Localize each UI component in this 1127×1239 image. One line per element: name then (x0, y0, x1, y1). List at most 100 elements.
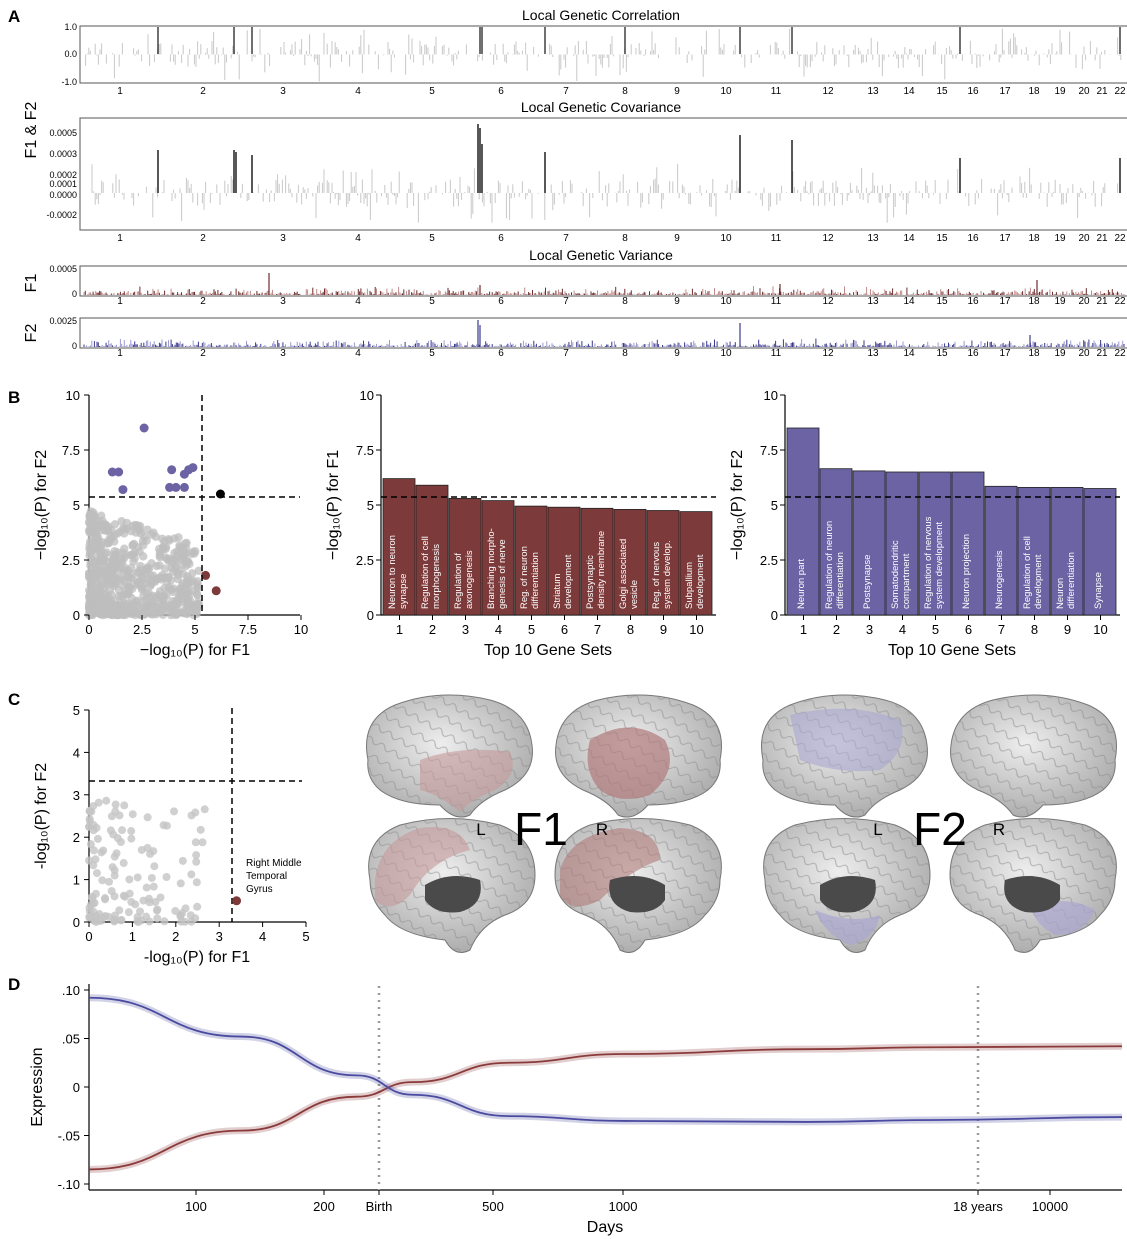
b-bar1-bar-label: Golgi associated (618, 539, 629, 609)
b-scatter-grey-point (108, 555, 117, 565)
chromosome-label-11: 11 (771, 296, 782, 307)
b-bar1-xtick: 8 (627, 622, 634, 637)
chromosome-label-12: 12 (822, 233, 834, 244)
b-bar1-xtick: 4 (495, 622, 502, 637)
b-bar2-bar-label: Postsynapse (862, 555, 873, 609)
correlation-bars (85, 27, 1122, 82)
chromosome-label-14: 14 (903, 348, 915, 359)
b-scatter-grey-point (182, 538, 191, 548)
correlation-title: Local Genetic Correlation (522, 7, 680, 23)
chromosome-labels-f1: 1 2 3 4 5 6 7 8 9 10 11 12 13 14 15 16 17 18 19 20 21 22 (117, 296, 1126, 307)
d-xtick: 18 years (953, 1199, 1003, 1214)
b-bar2-bar-label: Somatodendritic (890, 540, 901, 609)
chromosome-label-3: 3 (280, 86, 286, 97)
c-scatter-grey-point (119, 859, 128, 868)
chromosome-label-11: 11 (771, 348, 782, 359)
chromosome-label-11: 11 (771, 86, 782, 97)
chromosome-label-4: 4 (355, 296, 361, 307)
chromosome-label-5: 5 (429, 296, 435, 307)
chromosome-label-9: 9 (674, 86, 680, 97)
b-scatter-f2-point (188, 463, 198, 473)
b-scatter-grey-point (154, 544, 164, 554)
b-scatter-grey-point (115, 527, 125, 537)
panel-label-d: D (8, 975, 20, 994)
chromosome-label-9: 9 (674, 296, 680, 307)
chromosome-label-16: 16 (967, 86, 979, 97)
c-scatter-grey-point (85, 903, 94, 912)
b-bar2-bar-label: Synapse (1093, 572, 1104, 609)
d-ylabel: Expression (29, 1047, 46, 1126)
b-bar2-bar (852, 470, 886, 616)
chromosome-label-22: 22 (1114, 233, 1126, 244)
b-scatter-grey-point (128, 550, 137, 559)
b-bar2-xtick: 8 (1031, 622, 1038, 637)
corr-tick-1: 1.0 (64, 22, 77, 32)
b-bar1-bar-label: development (695, 554, 706, 609)
ylabel-f2: F2 (23, 324, 40, 343)
c-scatter-grey-point (192, 851, 201, 860)
chromosome-label-12: 12 (822, 86, 834, 97)
b-scatter-grey-point (173, 574, 182, 584)
b-bar1-xtick: 1 (396, 622, 403, 637)
b-scatter-f2-point (167, 465, 177, 475)
chromosome-label-6: 6 (498, 296, 504, 307)
b-scatter-f2-point (107, 467, 117, 477)
b-scatter-grey-point (104, 522, 113, 531)
b-scatter-grey-point (97, 577, 107, 587)
b-scatter-ylabel: −log₁₀(P) for F2 (33, 450, 50, 560)
chromosome-label-7: 7 (563, 233, 569, 244)
b-scatter-grey-point (193, 582, 202, 592)
b-scatter-grey-point (143, 525, 152, 534)
b-scatter-xtick: 0 (85, 622, 92, 637)
brain-f1-right-medial (554, 818, 722, 953)
chromosome-label-19: 19 (1054, 86, 1066, 97)
chromosome-label-21: 21 (1096, 296, 1108, 307)
c-scatter-grey-point (85, 816, 94, 825)
chromosome-label-15: 15 (936, 86, 948, 97)
b-bar1-ytick: 7.5 (356, 443, 374, 458)
b-scatter-f2-point (179, 469, 189, 479)
c-scatter-grey-point (176, 879, 185, 888)
b-scatter-grey-point (142, 565, 152, 574)
b-scatter-ytick: 0 (73, 608, 80, 623)
panel-label-a: A (8, 7, 20, 26)
b-scatter-f2-point (139, 423, 149, 433)
b-bar2-xtick: 3 (866, 622, 873, 637)
chromosome-label-1: 1 (117, 296, 123, 307)
b-scatter-grey-point (158, 534, 167, 543)
c-scatter-grey-point (147, 873, 156, 882)
d-series-ribbon-1 (88, 994, 1123, 1126)
b-scatter-grey-point (129, 539, 139, 549)
d-xtick: 200 (313, 1199, 335, 1214)
c-scatter-grey-point (124, 908, 133, 917)
b-scatter-f2-point (118, 485, 128, 495)
b-scatter-grey-point (123, 588, 133, 597)
b-bar2-xtick: 7 (998, 622, 1005, 637)
varf2-tick-top: 0.0025 (49, 316, 77, 326)
b-scatter-grey-point (148, 610, 157, 619)
b-scatter-grey-point (112, 603, 121, 612)
chromosome-label-7: 7 (563, 296, 569, 307)
b-bar2-bar-label: Neuron part (796, 558, 807, 609)
d-xtick: 10000 (1032, 1199, 1068, 1214)
chromosome-label-15: 15 (936, 296, 948, 307)
b-bar2-bar-label: compartment (901, 553, 912, 609)
b-scatter-grey-point (103, 568, 113, 577)
b-bar1-bar (481, 500, 515, 616)
chromosome-labels-f2: 1 2 3 4 5 6 7 8 9 10 11 12 13 14 15 16 17 18 19 20 21 22 (117, 348, 1126, 359)
b-bar1-bar (448, 497, 482, 616)
b-scatter-grey-point (142, 536, 151, 545)
b-scatter-plot: 00 2.5 2.5 5 5 7.5 7.5 10 10 −log₁₀(P) for F1 −l… (33, 388, 308, 659)
b-scatter-grey-point (104, 536, 113, 545)
chromosome-label-2: 2 (200, 86, 206, 97)
c-label-line3: Gyrus (246, 884, 273, 895)
b-bar1-ticks: 1 2 3 4 5 6 7 8 9 10 0 2.5 5 7.5 10 (356, 388, 704, 637)
b-scatter-grey-point (109, 577, 118, 586)
chromosome-label-10: 10 (720, 233, 732, 244)
ylabel-f1f2: F1 & F2 (23, 101, 40, 158)
chromosome-label-21: 21 (1096, 86, 1108, 97)
c-scatter-grey-point (95, 916, 104, 925)
c-scatter-grey-point (111, 911, 120, 920)
c-scatter-xtick: 2 (172, 929, 179, 944)
c-scatter-grey-point (86, 840, 95, 849)
